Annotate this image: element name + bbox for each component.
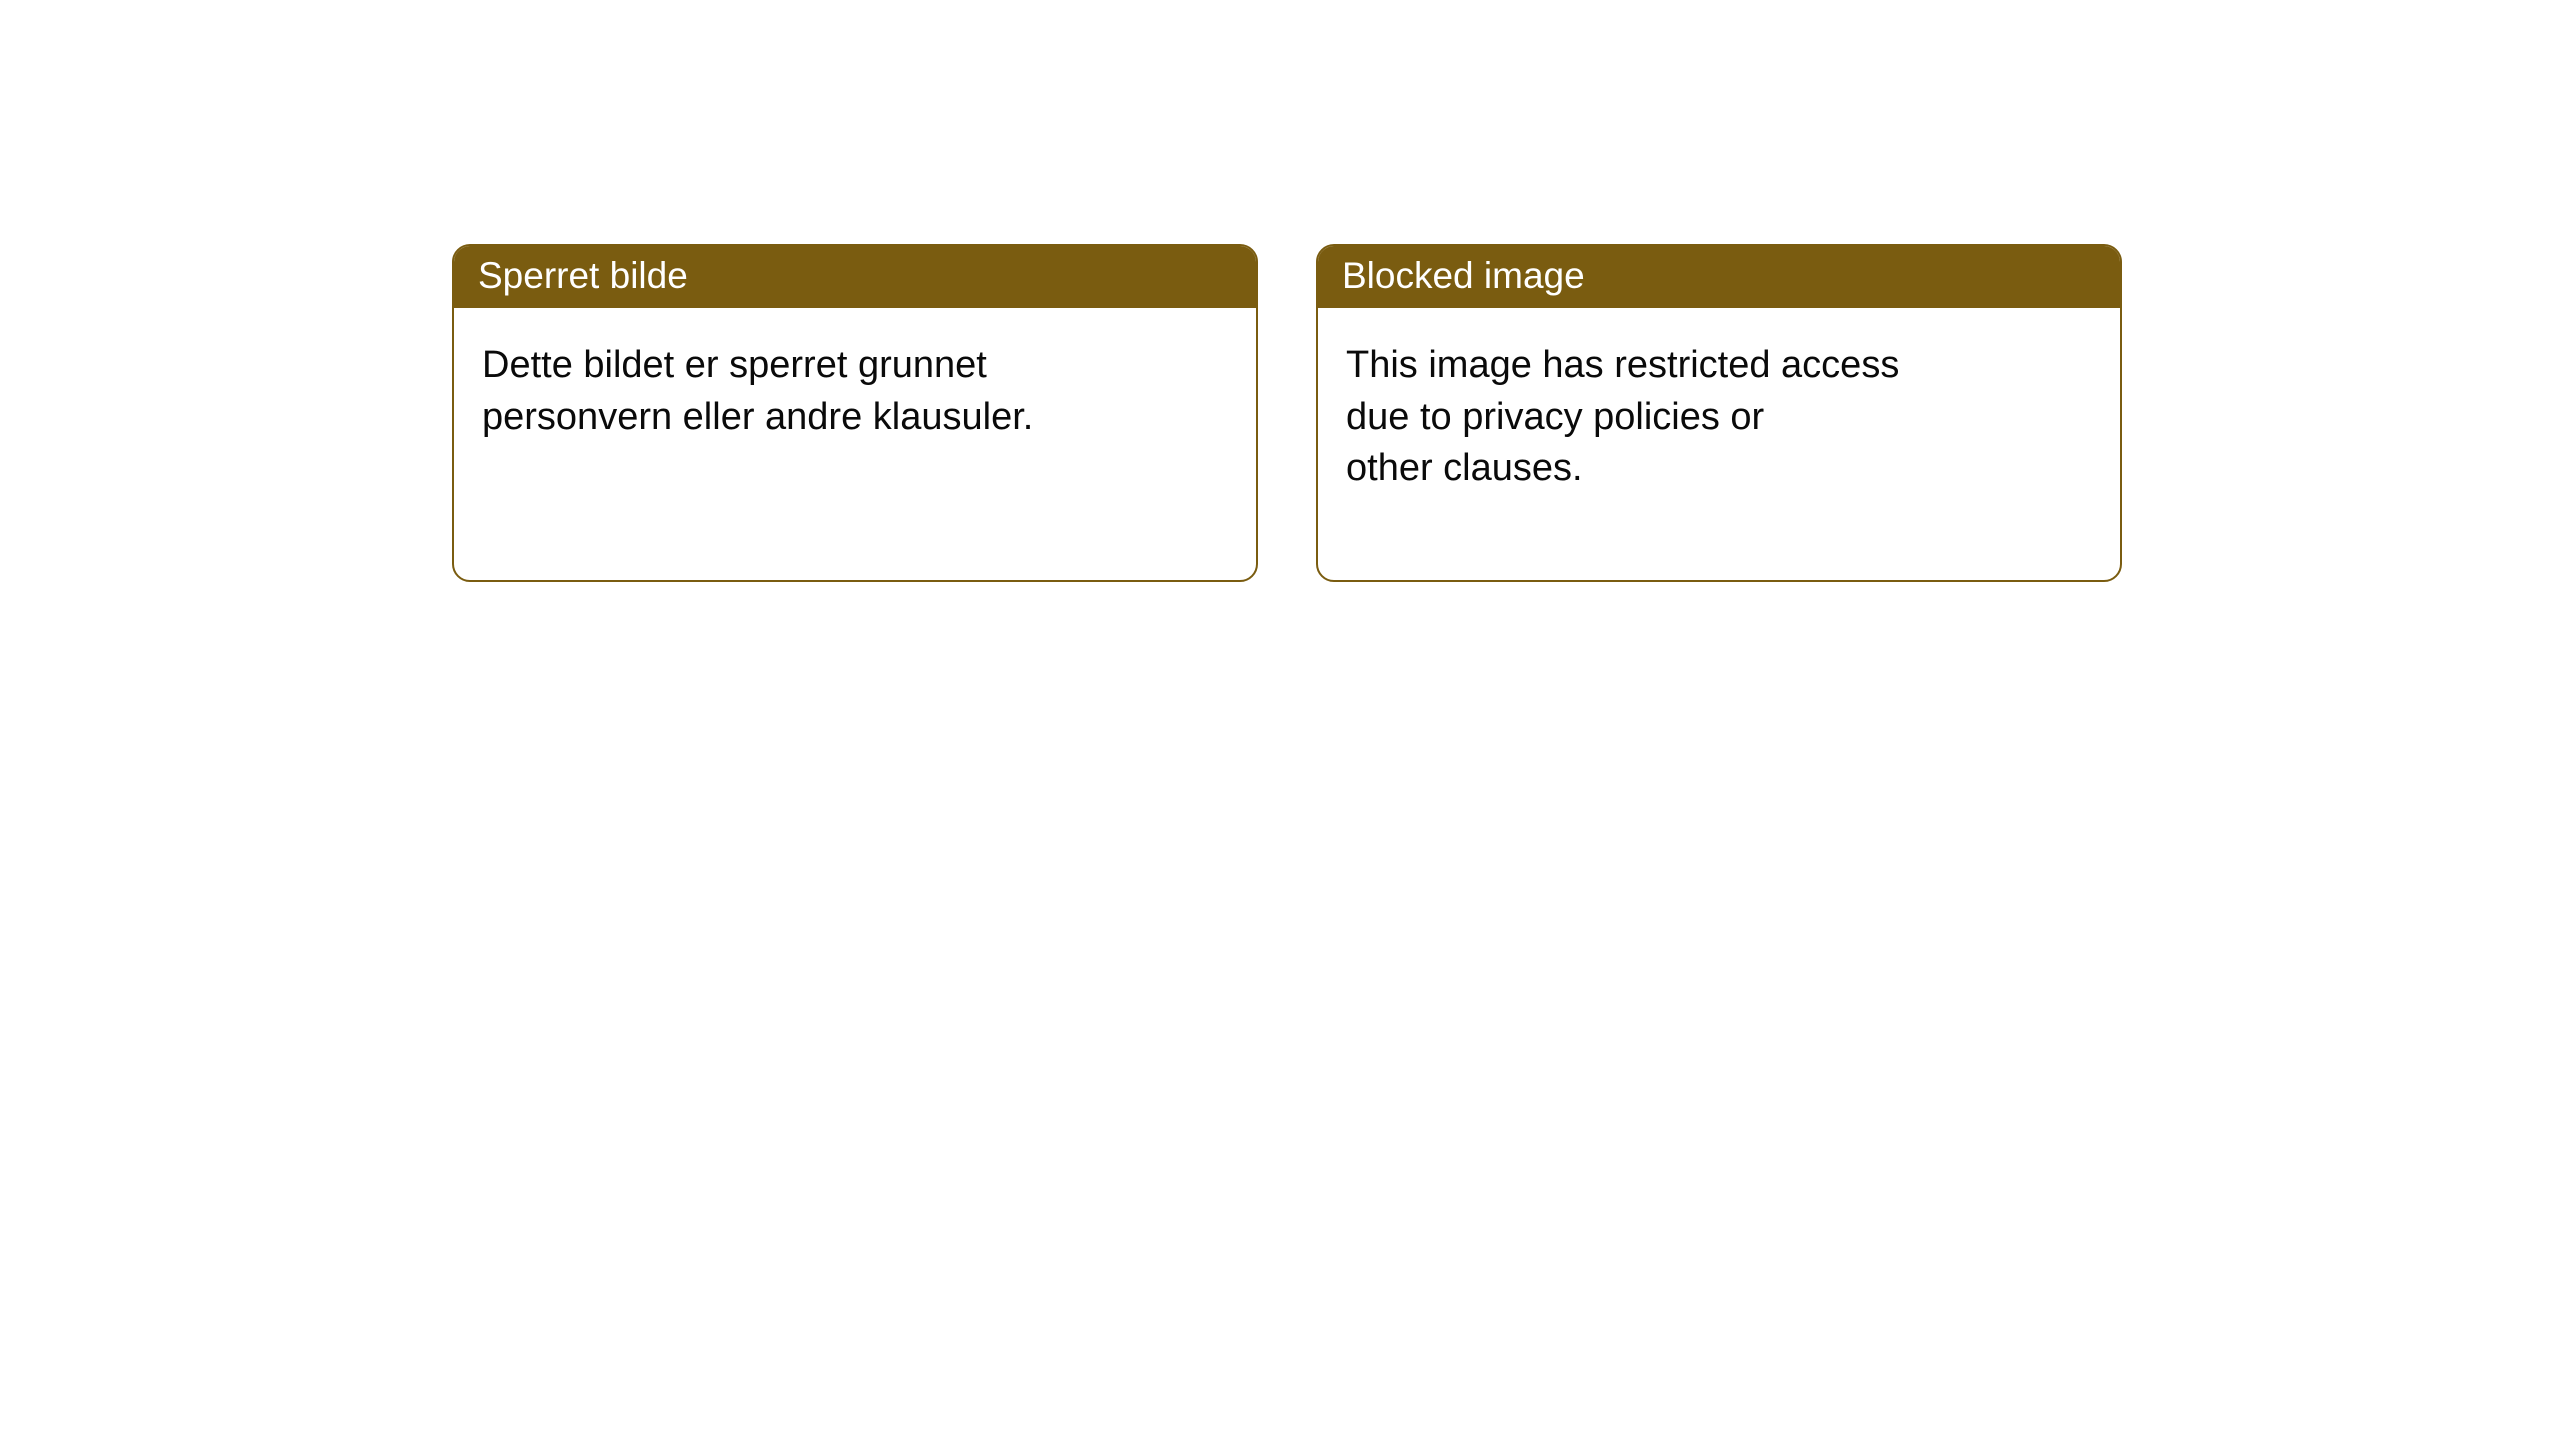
notice-card-norwegian: Sperret bilde Dette bildet er sperret gr…: [452, 244, 1258, 582]
notice-card-body: Dette bildet er sperret grunnet personve…: [454, 308, 1256, 475]
notice-card-title: Blocked image: [1318, 246, 2120, 308]
notice-card-english: Blocked image This image has restricted …: [1316, 244, 2122, 582]
notice-card-title: Sperret bilde: [454, 246, 1256, 308]
notice-card-body: This image has restricted access due to …: [1318, 308, 2120, 526]
notice-cards-container: Sperret bilde Dette bildet er sperret gr…: [0, 0, 2560, 582]
